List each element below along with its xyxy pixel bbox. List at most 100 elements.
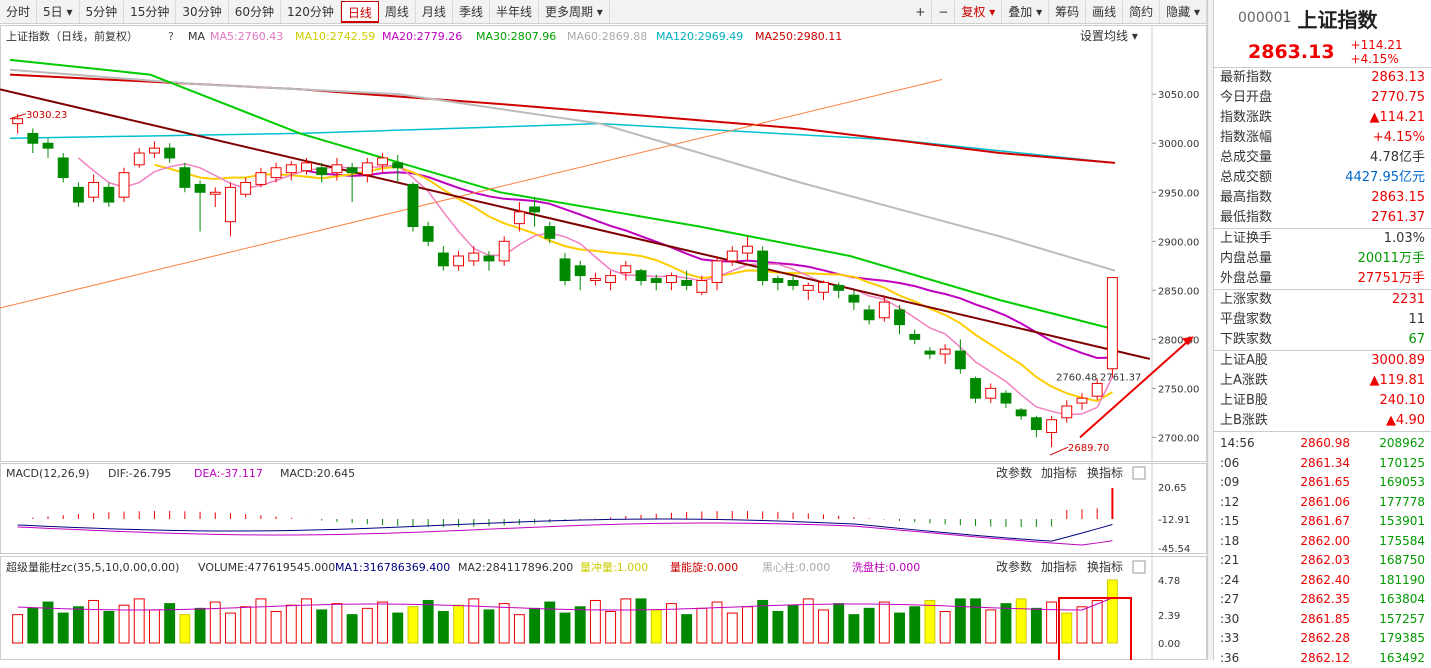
tick-p: 2862.00 (1280, 532, 1350, 552)
toolbar-btn-3[interactable]: 叠加 ▾ (1002, 1, 1049, 23)
macd-panel-button[interactable]: 改参数 (996, 465, 1032, 480)
volume-bar (89, 600, 99, 643)
candle-body (788, 281, 798, 286)
volume-bar (849, 615, 859, 643)
main-header-item: 上证指数（日线，前复权） (6, 29, 138, 43)
period-tab-6[interactable]: 120分钟 (281, 1, 341, 23)
tick-p: 2861.65 (1280, 473, 1350, 493)
ma-settings-button[interactable]: 设置均线 ▾ (1080, 29, 1138, 43)
rows1-row: 指数涨跌▲114.21 (1214, 108, 1431, 128)
last-annotation: 2760.48 (1056, 373, 1097, 384)
rows4-row: 上A涨跌 ▲119.81 (1214, 371, 1431, 391)
period-tab-4[interactable]: 30分钟 (176, 1, 228, 23)
volume-bar (697, 608, 707, 643)
tick-p: 2862.40 (1280, 571, 1350, 591)
period-tab-10[interactable]: 季线 (453, 1, 490, 23)
volume-bar (438, 612, 448, 644)
period-tab-12[interactable]: 更多周期 ▾ (539, 1, 610, 23)
candle-body (864, 310, 874, 320)
stat-value: 2761.37 (1371, 208, 1425, 228)
toolbar-btn-7[interactable]: 隐藏 ▾ (1160, 1, 1207, 23)
candle-body (514, 212, 524, 224)
volume-bar (73, 607, 83, 643)
low-annotation-line (1050, 447, 1068, 455)
stat-label: 内盘总量 (1220, 249, 1272, 269)
toolbar-btn-2[interactable]: 复权 ▾ (955, 1, 1002, 23)
candle-body (895, 310, 905, 325)
stat-value: ▲119.81 (1370, 371, 1426, 391)
candle-body (165, 148, 175, 158)
volume-bar (1031, 608, 1041, 643)
toolbar-btn-4[interactable]: 筹码 (1049, 1, 1086, 23)
volume-bar (271, 612, 281, 644)
toolbar-btn-5[interactable]: 画线 (1086, 1, 1123, 23)
volume-bar (788, 605, 798, 643)
price-change-pct: +4.15% (1351, 52, 1403, 66)
volume-bar (362, 608, 372, 643)
macd-panel-button[interactable]: 加指标 (1041, 465, 1077, 480)
vol-header-item: MA2:284117896.200 (458, 561, 573, 574)
candle-body (1001, 393, 1011, 403)
tick-t: :27 (1220, 590, 1280, 610)
main-header-item: MA30:2807.96 (476, 30, 556, 43)
tick-t: 14:56 (1220, 434, 1280, 454)
stat-value: 2231 (1392, 290, 1425, 310)
stat-label: 最低指数 (1220, 208, 1272, 228)
stat-label: 上A涨跌 (1220, 371, 1268, 391)
macd-close-icon[interactable] (1133, 467, 1145, 479)
period-tab-5[interactable]: 60分钟 (229, 1, 281, 23)
candle-body (1077, 398, 1087, 403)
volume-bar (393, 613, 403, 643)
index-code: 000001 (1238, 10, 1291, 26)
candle-body (575, 266, 585, 276)
quote-header: 000001 上证指数 (1214, 0, 1431, 36)
period-tab-3[interactable]: 15分钟 (124, 1, 176, 23)
toolbar-btn-1[interactable]: − (932, 1, 955, 23)
candle-body (758, 251, 768, 280)
stat-value: 2863.15 (1371, 188, 1425, 208)
toolbar-btn-6[interactable]: 简约 (1123, 1, 1160, 23)
tick-v: 208962 (1350, 434, 1425, 454)
volume-bar (58, 613, 68, 643)
price-change: +114.21 (1351, 38, 1403, 52)
volume-bar (864, 608, 874, 643)
toolbar-btn-0[interactable]: + (909, 1, 932, 23)
candle-body (150, 148, 160, 153)
price-axis-label: 2900.00 (1158, 237, 1199, 248)
vol-panel-button[interactable]: 换指标 (1087, 559, 1123, 574)
vol-ma-line (18, 598, 1113, 610)
vol-close-icon[interactable] (1133, 561, 1145, 573)
period-tab-9[interactable]: 月线 (416, 1, 453, 23)
period-tab-8[interactable]: 周线 (379, 1, 416, 23)
volume-bar (621, 599, 631, 643)
candle-body (697, 281, 707, 293)
period-tab-0[interactable]: 分时 (0, 1, 37, 23)
period-tab-7[interactable]: 日线 (341, 1, 379, 23)
volume-bar (575, 607, 585, 643)
candle-body (13, 119, 23, 124)
stat-value: 2770.75 (1371, 88, 1425, 108)
period-tab-2[interactable]: 5分钟 (80, 1, 125, 23)
candle-body (743, 246, 753, 253)
candle-body (834, 285, 844, 290)
candle-body (499, 241, 509, 261)
volume-bar (469, 599, 479, 643)
vol-panel-button[interactable]: 改参数 (996, 559, 1032, 574)
candle-body (925, 351, 935, 354)
index-name: 上证指数 (1297, 4, 1377, 33)
period-tab-11[interactable]: 半年线 (490, 1, 539, 23)
vol-panel-button[interactable]: 加指标 (1041, 559, 1077, 574)
period-tab-1[interactable]: 5日 ▾ (37, 1, 79, 23)
macd-panel-button[interactable]: 换指标 (1087, 465, 1123, 480)
